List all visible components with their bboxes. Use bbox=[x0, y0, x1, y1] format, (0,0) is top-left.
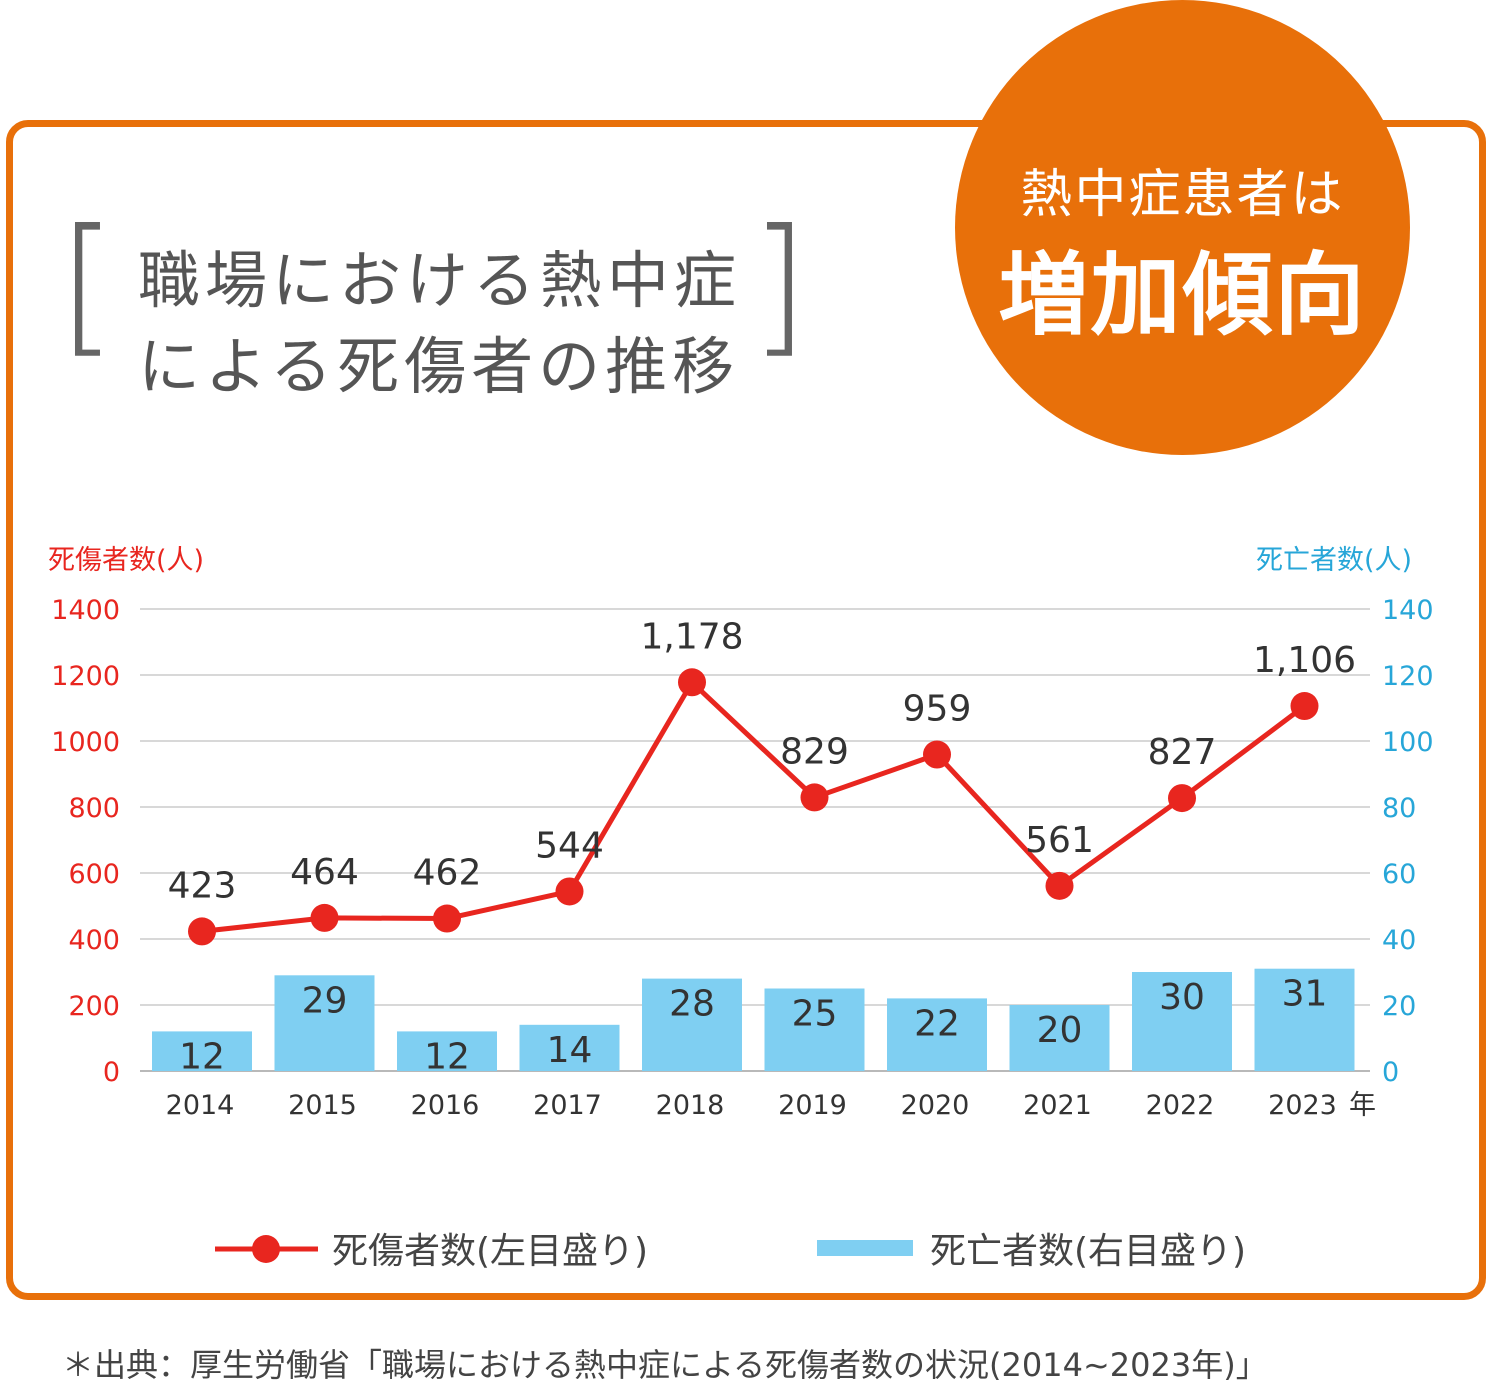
right-axis-tick: 20 bbox=[1382, 991, 1416, 1022]
deaths-bar-label: 20 bbox=[1037, 1010, 1083, 1051]
right-axis-tick: 0 bbox=[1382, 1057, 1399, 1088]
deaths-bar-label: 12 bbox=[424, 1036, 470, 1077]
badge-subtitle: 熱中症患者は bbox=[1020, 165, 1345, 225]
title-bracket-open: [ bbox=[58, 198, 117, 372]
deaths-bar bbox=[887, 998, 987, 1071]
left-axis-title: 死傷者数(人) bbox=[48, 545, 205, 576]
injured-point-label: 829 bbox=[780, 731, 849, 772]
right-axis-tick: 120 bbox=[1382, 661, 1434, 692]
injured-point bbox=[1168, 784, 1196, 813]
deaths-bar-label: 30 bbox=[1159, 977, 1205, 1018]
deaths-bar-label: 14 bbox=[547, 1030, 593, 1071]
x-axis-tick: 2022 bbox=[1146, 1090, 1215, 1121]
deaths-bar bbox=[152, 1031, 252, 1071]
left-axis-tick: 200 bbox=[68, 991, 120, 1022]
x-axis-tick: 2023 bbox=[1268, 1090, 1337, 1121]
injured-point-label: 462 bbox=[413, 853, 482, 894]
title-bracket-close: ] bbox=[750, 198, 809, 372]
injured-point bbox=[678, 668, 706, 697]
injured-point bbox=[800, 783, 829, 812]
x-axis-tick: 2014 bbox=[166, 1090, 235, 1121]
injured-point bbox=[1290, 692, 1319, 721]
left-axis-tick: 1400 bbox=[51, 595, 120, 626]
right-axis-title: 死亡者数(人) bbox=[1256, 545, 1413, 576]
left-axis-tick: 1200 bbox=[51, 661, 120, 692]
right-axis-tick: 140 bbox=[1382, 595, 1434, 626]
deaths-bar bbox=[1254, 968, 1355, 1071]
deaths-bar bbox=[1009, 1005, 1110, 1071]
injured-point-label: 959 bbox=[903, 689, 972, 730]
page-title-line-1: 職場における熱中症 bbox=[138, 244, 742, 317]
deaths-bar bbox=[397, 1031, 497, 1071]
injured-point bbox=[310, 903, 339, 932]
deaths-bar bbox=[1132, 972, 1232, 1071]
badge-headline: 増加傾向 bbox=[998, 243, 1367, 348]
deaths-bar bbox=[642, 978, 742, 1071]
injured-point-label: 827 bbox=[1148, 732, 1217, 773]
injured-line bbox=[201, 679, 1307, 934]
legend-swatch-deaths bbox=[817, 1240, 913, 1256]
right-axis-tick: 40 bbox=[1382, 925, 1416, 956]
injured-point-label: 423 bbox=[168, 865, 237, 906]
x-axis-tick: 2020 bbox=[901, 1090, 970, 1121]
x-axis-tick: 2015 bbox=[288, 1090, 357, 1121]
deaths-bar-label: 29 bbox=[302, 980, 348, 1021]
left-axis-tick: 1000 bbox=[51, 727, 120, 758]
injured-point bbox=[555, 877, 584, 906]
deaths-bar bbox=[764, 988, 865, 1071]
injured-point bbox=[923, 740, 951, 769]
left-axis-tick: 400 bbox=[68, 925, 120, 956]
x-axis-tick: 2017 bbox=[533, 1090, 602, 1121]
right-axis-tick: 60 bbox=[1382, 859, 1416, 890]
deaths-bar bbox=[274, 975, 375, 1071]
deaths-bar-label: 31 bbox=[1282, 974, 1328, 1015]
x-axis-tick: 2016 bbox=[411, 1090, 480, 1121]
deaths-bar-label: 25 bbox=[792, 994, 838, 1035]
injured-point-label: 1,178 bbox=[640, 616, 743, 657]
legend-label-injured: 死傷者数(左目盛り) bbox=[332, 1231, 649, 1272]
left-axis-tick: 800 bbox=[68, 793, 120, 824]
deaths-bar-label: 28 bbox=[669, 984, 715, 1025]
x-axis-tick: 2018 bbox=[656, 1090, 725, 1121]
injured-point-label: 544 bbox=[535, 825, 604, 866]
left-axis-tick: 600 bbox=[68, 859, 120, 890]
injured-point bbox=[433, 904, 461, 933]
injured-point bbox=[188, 917, 216, 946]
left-axis-tick: 0 bbox=[103, 1057, 120, 1088]
x-axis-unit: 年 bbox=[1349, 1090, 1376, 1121]
injured-point bbox=[1045, 871, 1074, 900]
injured-point-label: 464 bbox=[290, 852, 359, 893]
legend-label-deaths: 死亡者数(右目盛り) bbox=[930, 1231, 1247, 1272]
legend-swatch-injured-point bbox=[252, 1235, 280, 1263]
deaths-bar-label: 22 bbox=[914, 1003, 960, 1044]
right-axis-tick: 80 bbox=[1382, 793, 1416, 824]
x-axis-tick: 2021 bbox=[1023, 1090, 1092, 1121]
right-axis-tick: 100 bbox=[1382, 727, 1434, 758]
x-axis-tick: 2019 bbox=[778, 1090, 847, 1121]
source-note: ＊出典：厚生労働省「職場における熱中症による死傷者数の状況(2014~2023年… bbox=[62, 1346, 1268, 1384]
injured-point-label: 1,106 bbox=[1253, 640, 1356, 681]
page-title-line-2: による死傷者の推移 bbox=[138, 330, 740, 403]
deaths-bar bbox=[519, 1024, 620, 1071]
injured-point-label: 561 bbox=[1025, 820, 1094, 861]
trend-badge: 熱中症患者は 増加傾向 bbox=[955, 0, 1410, 455]
deaths-bar-label: 12 bbox=[179, 1036, 225, 1077]
